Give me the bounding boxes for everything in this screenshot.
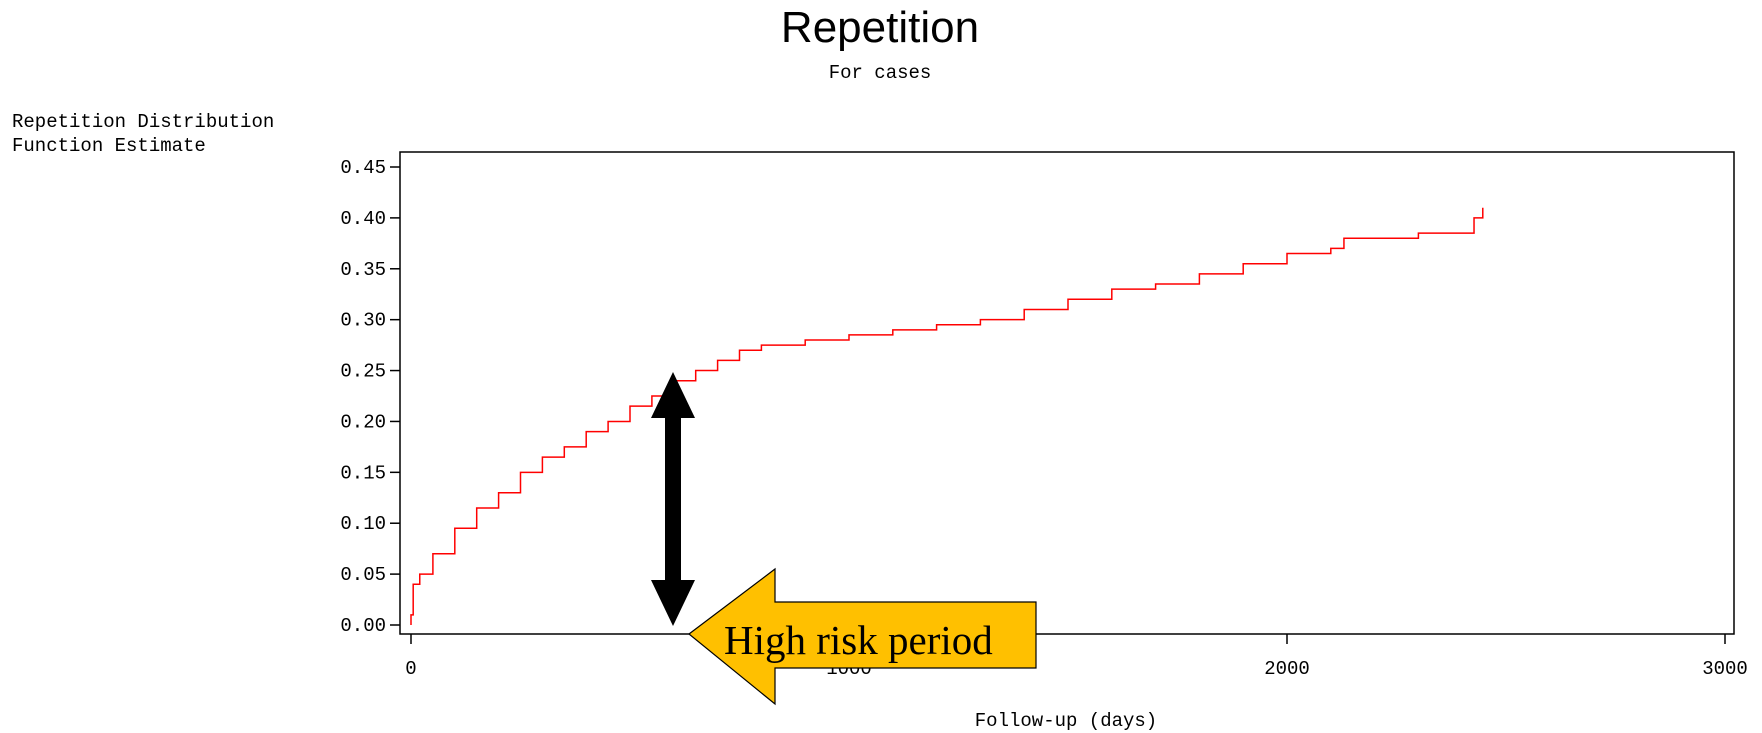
y-tick-label: 0.05 (340, 564, 386, 586)
y-tick-label: 0.30 (340, 310, 386, 332)
y-tick-label: 0.35 (340, 259, 386, 281)
x-tick-label: 3000 (1702, 658, 1748, 680)
chart-title: Repetition (781, 3, 979, 52)
step-line (410, 207, 1484, 625)
plot-frame (399, 151, 1735, 635)
y-tick-label: 0.40 (340, 208, 386, 230)
chart-subtitle: For cases (829, 62, 932, 84)
y-axis-label: Repetition Distribution (12, 111, 274, 133)
x-tick-label: 2000 (1264, 658, 1310, 680)
y-axis-label: Function Estimate (12, 135, 206, 157)
y-tick-label: 0.20 (340, 411, 386, 433)
y-tick-label: 0.25 (340, 361, 386, 383)
x-tick-label: 0 (405, 658, 416, 680)
y-tick-label: 0.00 (340, 615, 386, 637)
callout-arrow (688, 567, 1037, 706)
x-axis-label: Follow-up (days) (975, 710, 1157, 732)
y-tick-label: 0.10 (340, 513, 386, 535)
double-arrow (651, 372, 695, 626)
annotation: High risk period (724, 617, 993, 663)
y-tick-label: 0.45 (340, 157, 386, 179)
y-tick-label: 0.15 (340, 462, 386, 484)
